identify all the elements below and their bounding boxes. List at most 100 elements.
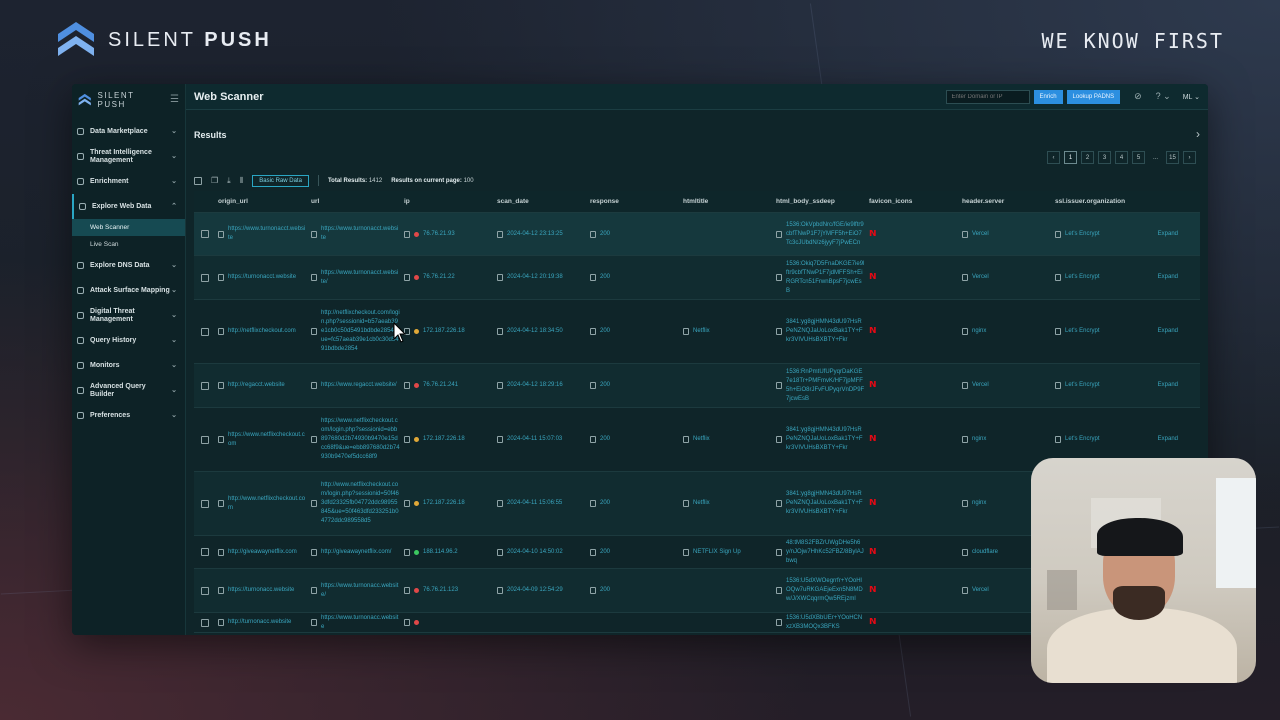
copy-icon[interactable] bbox=[404, 500, 410, 507]
copy-icon[interactable] bbox=[311, 382, 317, 389]
copy-icon[interactable] bbox=[683, 436, 689, 443]
copy-icon[interactable] bbox=[683, 328, 689, 335]
copy-icon[interactable] bbox=[962, 587, 968, 594]
basic-raw-data-button[interactable]: Basic Raw Data bbox=[252, 174, 309, 187]
copy-icon[interactable] bbox=[311, 619, 317, 626]
copy-icon[interactable] bbox=[497, 230, 503, 238]
sidebar-item-digital-threat[interactable]: Digital Threat Management ⌄ bbox=[72, 303, 185, 328]
column-header[interactable]: html_body_ssdeep bbox=[776, 198, 835, 205]
sidebar-item-data-marketplace[interactable]: Data Marketplace ⌄ bbox=[72, 119, 185, 144]
column-header[interactable]: origin_url bbox=[218, 198, 248, 205]
copy-icon[interactable] bbox=[497, 382, 503, 389]
copy-icon[interactable] bbox=[590, 436, 596, 443]
row-checkbox[interactable] bbox=[201, 230, 209, 238]
page-button[interactable]: 5 bbox=[1132, 151, 1145, 164]
sidebar-item-explore-web-data[interactable]: Explore Web Data ⌃ bbox=[72, 194, 185, 219]
expand-link[interactable]: Expand bbox=[1157, 274, 1178, 280]
column-header[interactable]: header.server bbox=[962, 198, 1005, 205]
row-checkbox[interactable] bbox=[201, 548, 209, 556]
copy-icon[interactable] bbox=[404, 619, 410, 626]
copy-icon[interactable] bbox=[218, 548, 224, 556]
column-header[interactable]: url bbox=[311, 198, 320, 205]
copy-icon[interactable] bbox=[311, 274, 317, 281]
copy-icon[interactable] bbox=[497, 436, 503, 443]
copy-icon[interactable] bbox=[776, 274, 782, 281]
copy-icon[interactable] bbox=[590, 328, 596, 335]
copy-icon[interactable] bbox=[404, 230, 410, 238]
table-row[interactable]: https://turnonacct.website https://www.tu… bbox=[194, 256, 1200, 300]
sidebar-item-enrichment[interactable]: Enrichment ⌄ bbox=[72, 169, 185, 194]
next-page-button[interactable]: › bbox=[1183, 151, 1196, 164]
copy-icon[interactable] bbox=[311, 436, 317, 443]
sidebar-item-attack-surface[interactable]: Attack Surface Mapping ⌄ bbox=[72, 278, 185, 303]
row-checkbox[interactable] bbox=[201, 273, 209, 282]
copy-icon[interactable] bbox=[404, 274, 410, 281]
row-checkbox[interactable] bbox=[201, 586, 209, 595]
copy-icon[interactable] bbox=[497, 274, 503, 281]
copy-icon[interactable] bbox=[311, 548, 317, 556]
copy-icon[interactable] bbox=[1055, 230, 1061, 238]
copy-icon[interactable] bbox=[404, 587, 410, 594]
copy-icon[interactable] bbox=[590, 548, 596, 556]
copy-icon[interactable] bbox=[776, 436, 782, 443]
copy-icon[interactable] bbox=[1055, 436, 1061, 443]
copy-icon[interactable] bbox=[1055, 382, 1061, 389]
copy-icon[interactable] bbox=[1055, 328, 1061, 335]
copy-icon[interactable] bbox=[962, 500, 968, 507]
page-button[interactable]: 1 bbox=[1064, 151, 1077, 164]
copy-icon[interactable] bbox=[776, 500, 782, 507]
row-checkbox[interactable] bbox=[201, 435, 209, 444]
copy-icon[interactable] bbox=[218, 274, 224, 281]
copy-icon[interactable] bbox=[1055, 274, 1061, 281]
copy-icon[interactable] bbox=[590, 500, 596, 507]
copy-icon[interactable] bbox=[962, 230, 968, 238]
columns-icon[interactable]: ⦀ bbox=[239, 175, 244, 185]
copy-icon[interactable] bbox=[497, 587, 503, 594]
expand-link[interactable]: Expand bbox=[1157, 230, 1178, 237]
copy-icon[interactable] bbox=[590, 382, 596, 389]
copy-icon[interactable] bbox=[404, 548, 410, 556]
row-checkbox[interactable] bbox=[201, 327, 209, 336]
enrich-button[interactable]: Enrich bbox=[1033, 89, 1063, 104]
expand-link[interactable]: Expand bbox=[1157, 436, 1178, 442]
copy-icon[interactable] bbox=[590, 230, 596, 238]
copy-icon[interactable] bbox=[497, 500, 503, 507]
table-row[interactable]: http://regacct.website https://www.regacc… bbox=[194, 364, 1200, 408]
copy-icon[interactable] bbox=[776, 382, 782, 389]
prev-page-button[interactable]: ‹ bbox=[1047, 151, 1060, 164]
download-icon[interactable]: ⤓ bbox=[227, 175, 231, 185]
copy-icon[interactable] bbox=[962, 328, 968, 335]
copy-icon[interactable] bbox=[776, 548, 782, 556]
copy-icon[interactable] bbox=[590, 587, 596, 594]
copy-icon[interactable] bbox=[962, 382, 968, 389]
copy-icon[interactable] bbox=[218, 500, 224, 507]
copy-icon[interactable] bbox=[311, 328, 317, 335]
page-button[interactable]: 3 bbox=[1098, 151, 1111, 164]
expand-link[interactable]: Expand bbox=[1157, 382, 1178, 388]
sidebar-item-explore-dns-data[interactable]: Explore DNS Data ⌄ bbox=[72, 253, 185, 278]
copy-icon[interactable] bbox=[218, 619, 224, 626]
copy-icon[interactable] bbox=[683, 548, 689, 556]
user-menu[interactable]: ML ⌄ bbox=[1182, 93, 1200, 101]
row-checkbox[interactable] bbox=[201, 618, 209, 627]
column-header[interactable]: response bbox=[590, 198, 619, 205]
copy-icon[interactable] bbox=[776, 230, 782, 238]
column-header[interactable]: ssl.issuer.organization bbox=[1055, 198, 1126, 205]
sidebar-item-preferences[interactable]: Preferences ⌄ bbox=[72, 403, 185, 428]
copy-icon[interactable] bbox=[776, 587, 782, 594]
sidebar-item-query-history[interactable]: Query History ⌄ bbox=[72, 328, 185, 353]
copy-icon[interactable] bbox=[404, 382, 410, 389]
sidebar-item-monitors[interactable]: Monitors ⌄ bbox=[72, 353, 185, 378]
copy-icon[interactable] bbox=[962, 548, 968, 556]
row-checkbox[interactable] bbox=[201, 499, 209, 508]
copy-icon[interactable] bbox=[218, 382, 224, 389]
copy-icon[interactable] bbox=[218, 328, 224, 335]
sidebar-item-threat-intelligence[interactable]: Threat Intelligence Management ⌄ bbox=[72, 144, 185, 169]
copy-icon[interactable]: ❐ bbox=[211, 176, 219, 185]
expand-link[interactable]: Expand bbox=[1157, 328, 1178, 334]
copy-icon[interactable] bbox=[497, 328, 503, 335]
copy-icon[interactable] bbox=[590, 274, 596, 281]
copy-icon[interactable] bbox=[311, 500, 317, 507]
table-row[interactable]: https://www.turnonacct.website https://ww… bbox=[194, 213, 1200, 256]
sidebar-sub-web-scanner[interactable]: Web Scanner bbox=[72, 219, 185, 236]
